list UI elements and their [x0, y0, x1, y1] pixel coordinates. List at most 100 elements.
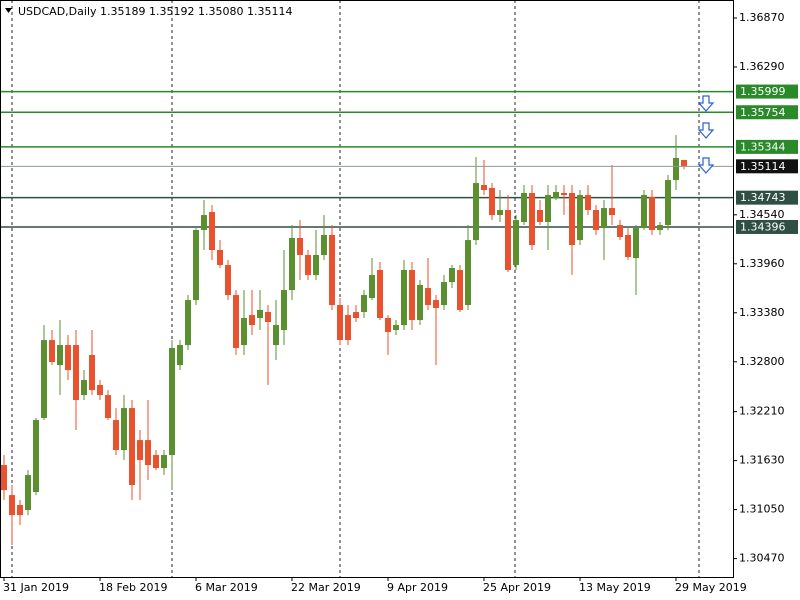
candle-body [121, 408, 127, 451]
x-tick-label: 18 Feb 2019 [99, 581, 167, 594]
x-tick-label: 13 May 2019 [579, 581, 651, 594]
candle-body [441, 282, 447, 306]
candle-body [145, 440, 151, 466]
candle-body [665, 180, 671, 226]
candle-body [73, 345, 79, 401]
level-label-box [736, 84, 798, 99]
chart-title: USDCAD,Daily 1.35189 1.35192 1.35080 1.3… [18, 5, 292, 18]
candle-body [657, 225, 663, 231]
x-tick-label: 6 Mar 2019 [195, 581, 258, 594]
x-tick-label: 29 May 2019 [675, 581, 747, 594]
arrows [697, 95, 715, 174]
level-label: 1.35754 [740, 106, 786, 119]
candle-body [1, 465, 7, 491]
candle-body [305, 255, 311, 276]
y-tick-label: 1.33380 [739, 306, 785, 319]
candle-body [401, 270, 407, 326]
candle-body [641, 195, 647, 229]
candle-body [241, 318, 247, 346]
candle-body [265, 312, 271, 322]
candle-body [321, 234, 327, 256]
candle-body [609, 208, 615, 216]
candle-body [409, 270, 415, 321]
candle-body [177, 345, 183, 366]
candle-body [369, 275, 375, 299]
candle-body [225, 265, 231, 296]
y-tick-label: 1.32800 [739, 355, 785, 368]
candle-body [129, 408, 135, 486]
candle-body [513, 220, 519, 266]
candle-body [9, 495, 15, 516]
candle-body [529, 193, 535, 246]
symbol-marker [5, 8, 12, 13]
candle-body [89, 355, 95, 391]
candle-body [545, 195, 551, 222]
down-arrow [697, 157, 715, 174]
plot-frame [0, 0, 734, 578]
candle-body [289, 238, 295, 291]
down-arrow [697, 122, 715, 139]
y-tick-label: 1.32210 [739, 405, 785, 418]
candle-body [497, 209, 503, 216]
candle-body [393, 325, 399, 331]
candle-body [113, 420, 119, 451]
level-label-box [736, 139, 798, 154]
candle-body [633, 228, 639, 259]
candle-body [385, 318, 391, 333]
candle-body [297, 238, 303, 256]
x-tick-label: 31 Jan 2019 [3, 581, 69, 594]
candle-body [377, 270, 383, 319]
candle-body [65, 345, 71, 371]
candle-body [257, 309, 263, 319]
candle-body [345, 315, 351, 341]
level-label-box [736, 105, 798, 120]
candle-body [217, 250, 223, 266]
y-tick-label: 1.31630 [739, 454, 785, 467]
candle-body [201, 215, 207, 231]
plot [0, 90, 733, 546]
candle-body [25, 475, 31, 511]
candle-body [329, 234, 335, 306]
candle-body [97, 385, 103, 396]
candle-body [313, 255, 319, 276]
y-tick-label: 1.36290 [739, 60, 785, 73]
candle-body [161, 455, 167, 469]
y-tick-label: 1.31050 [739, 503, 785, 516]
candle-body [105, 395, 111, 419]
y-tick-label: 1.33960 [739, 257, 785, 270]
candle-body [673, 158, 679, 181]
candle-body [49, 340, 55, 363]
candle-body [505, 209, 511, 271]
candle-body [625, 234, 631, 258]
x-tick-label: 9 Apr 2019 [387, 581, 448, 594]
candle-body [153, 455, 159, 469]
candle-body [233, 295, 239, 349]
bid-label: 1.35114 [740, 160, 786, 173]
candle-body [537, 209, 543, 222]
candle-body [617, 225, 623, 238]
candle-body [553, 191, 559, 198]
candle-body [17, 505, 23, 516]
candle-body [57, 345, 63, 366]
candle-body [521, 193, 527, 222]
candle-body [465, 240, 471, 306]
candle-body [569, 193, 575, 246]
level-label-box [736, 190, 798, 205]
candle-body [185, 300, 191, 346]
candle-body [33, 420, 39, 493]
candle-body [577, 195, 583, 241]
level-label: 1.35344 [740, 140, 786, 153]
level-label-box [736, 219, 798, 234]
y-tick-label: 1.30470 [739, 552, 785, 565]
candle-body [601, 208, 607, 229]
candle-body [649, 196, 655, 231]
level-label: 1.34396 [740, 220, 786, 233]
candle-body [481, 184, 487, 191]
candle-body [137, 440, 143, 461]
y-tick-label: 1.34540 [739, 208, 785, 221]
candle-body [249, 315, 255, 326]
candle-body [417, 284, 423, 321]
y-tick-label: 1.36870 [739, 11, 785, 24]
candle-body [433, 300, 439, 309]
